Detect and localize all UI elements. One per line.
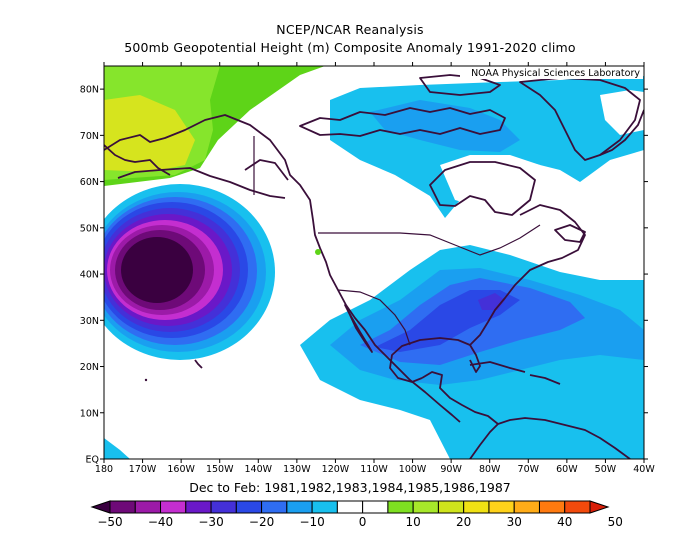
- colorbar-label: 10: [406, 515, 421, 529]
- colorbar-swatch: [336, 500, 364, 514]
- lat-tick-label: 20N: [80, 362, 99, 373]
- colorbar-label: −40: [148, 515, 173, 529]
- colorbar-label: 40: [557, 515, 572, 529]
- colorbar-label: −50: [97, 515, 122, 529]
- colorbar-swatch: [210, 500, 237, 514]
- latitude-axis: EQ 10N 20N 30N 40N 50N 60N 70N 80N: [80, 85, 648, 466]
- lat-tick-label: 70N: [80, 131, 99, 142]
- lon-tick-label: 110W: [360, 464, 388, 475]
- colorbar-swatch: [261, 500, 288, 514]
- lon-tick-label: 160W: [167, 464, 195, 475]
- colorbar-label: 50: [608, 515, 623, 529]
- lon-tick-label: 150W: [206, 464, 234, 475]
- colorbar-swatch: [463, 500, 490, 514]
- negative-anomaly-zone-sw: [104, 438, 130, 459]
- lon-tick-label: 130W: [283, 464, 311, 475]
- colorbar-label: −10: [299, 515, 324, 529]
- colorbar-swatch: [134, 500, 162, 514]
- lon-tick-label: 50W: [595, 464, 617, 475]
- lon-tick-label: 170W: [129, 464, 157, 475]
- colorbar-swatch: [437, 500, 465, 514]
- lat-tick-label: 40N: [80, 270, 99, 281]
- lon-tick-label: 140W: [245, 464, 273, 475]
- colorbar-swatch: [185, 500, 212, 514]
- colorbar-swatch: [564, 500, 591, 514]
- colorbar-swatch: [513, 500, 540, 514]
- colorbar-swatch: [387, 500, 414, 514]
- great-salt-lake-marker: [315, 249, 321, 255]
- colorbar-swatch: [286, 500, 313, 514]
- pacific-low-10: [121, 237, 193, 303]
- island-dot: [144, 378, 148, 382]
- colorbar-swatch: [160, 500, 187, 514]
- longitude-axis: 180 170W 160W 150W 140W 130W 120W 110W 100W 90W 80…: [95, 62, 655, 475]
- colorbar-label: 30: [507, 515, 522, 529]
- lat-tick-label: EQ: [86, 455, 99, 466]
- anomaly-field: [104, 66, 644, 459]
- colorbar-swatch: [235, 500, 263, 514]
- title-line-2: 500mb Geopotential Height (m) Composite …: [124, 40, 576, 55]
- colorbar-label: −20: [249, 515, 274, 529]
- negative-anomaly-zone-canada-core: [370, 100, 520, 152]
- credit-label: NOAA Physical Sciences Laboratory: [471, 68, 640, 79]
- political-borders: [253, 136, 541, 346]
- lon-tick-label: 70W: [518, 464, 540, 475]
- colorbar-arrow-right: [589, 500, 610, 514]
- lat-tick-label: 80N: [80, 85, 99, 96]
- lat-tick-label: 50N: [80, 223, 99, 234]
- lon-tick-label: 90W: [440, 464, 462, 475]
- lon-tick-label: 60W: [556, 464, 578, 475]
- footer-years: Dec to Feb: 1981,1982,1983,1984,1985,198…: [189, 480, 511, 495]
- colorbar: −50 −40 −30 −20 −10 0 10 20 30 40 50: [90, 500, 623, 529]
- colorbar-swatch: [109, 500, 136, 514]
- colorbar-swatch: [538, 500, 566, 514]
- colorbar-label: −30: [198, 515, 223, 529]
- positive-anomaly-zone-yellow: [104, 95, 195, 172]
- colorbar-swatch: [311, 500, 338, 514]
- lat-tick-label: 10N: [80, 408, 99, 419]
- colorbar-label: 20: [456, 515, 471, 529]
- lat-tick-label: 30N: [80, 316, 99, 327]
- title-line-1: NCEP/NCAR Reanalysis: [276, 22, 424, 37]
- colorbar-arrow-left: [90, 500, 111, 514]
- lon-tick-label: 180: [95, 464, 113, 475]
- colorbar-swatch: [412, 500, 439, 514]
- coastlines: [104, 74, 644, 459]
- colorbar-swatch: [362, 500, 389, 514]
- lat-tick-label: 60N: [80, 177, 99, 188]
- lon-tick-label: 100W: [399, 464, 427, 475]
- lon-tick-label: 80W: [479, 464, 501, 475]
- colorbar-label: 0: [359, 515, 367, 529]
- colorbar-swatch: [488, 500, 515, 514]
- lon-tick-label: 40W: [633, 464, 655, 475]
- lon-tick-label: 120W: [322, 464, 350, 475]
